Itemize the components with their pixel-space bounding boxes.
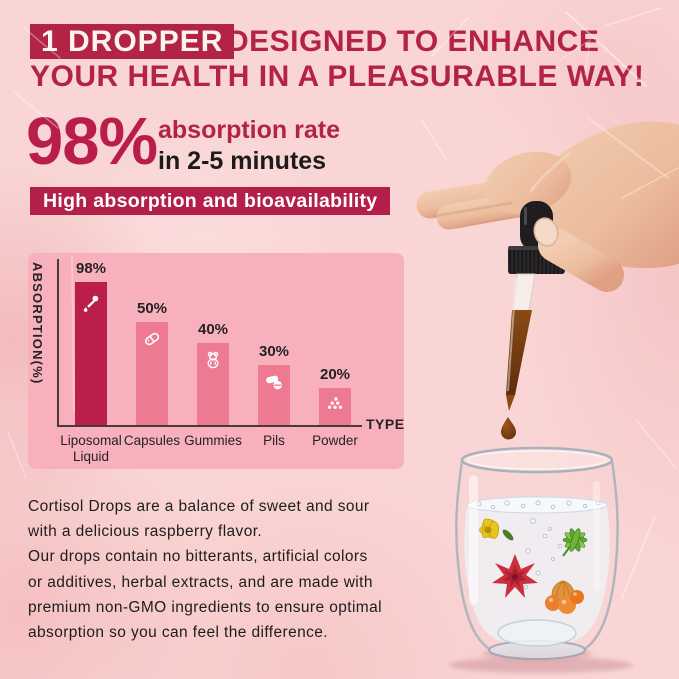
- water-glass-image: [449, 446, 633, 673]
- thumb-image: [533, 217, 624, 292]
- bar-value-liposomal-liquid: 98%: [75, 260, 107, 277]
- category-label-liposomal-liquid: Liposomal Liquid: [60, 433, 122, 464]
- green-herb-image: [562, 528, 588, 557]
- headline-line1: DESIGNED TO ENHANCE: [227, 25, 600, 58]
- category-label-powder: Powder: [312, 433, 358, 448]
- glass-outline: [455, 460, 619, 652]
- dropper-badge: 1 DROPPER: [30, 24, 235, 59]
- hand-holding-dropper-image: [416, 121, 679, 440]
- thumbnail: [533, 217, 559, 247]
- red-flower-image: [492, 554, 538, 598]
- chart-y-axis-label: ABSORPTION(%): [30, 262, 45, 385]
- chart-y-axis: [57, 259, 59, 427]
- bar-value-powder: 20%: [319, 366, 351, 383]
- absorption-caption-line2: in 2-5 minutes: [158, 147, 327, 175]
- bar-powder: [319, 388, 351, 425]
- category-label-capsules: Capsules: [123, 433, 181, 448]
- dropper-icon: [80, 292, 102, 314]
- pills-icon: [263, 371, 285, 393]
- bar-gummies: [197, 343, 229, 425]
- absorption-caption-line1: absorption rate: [158, 116, 340, 144]
- dropper-liquid: [506, 310, 532, 395]
- orange-berries-image: [545, 580, 584, 614]
- falling-drop-image: [501, 417, 516, 440]
- small-leaf: [502, 529, 514, 541]
- headline-line2: YOUR HEALTH IN A PLEASURABLE WAY!: [30, 60, 645, 93]
- bar-pils: [258, 365, 290, 425]
- category-label-gummies: Gummies: [184, 433, 242, 448]
- capsule-icon: [141, 328, 163, 350]
- bar-value-gummies: 40%: [197, 321, 229, 338]
- glass-highlight: [469, 475, 478, 605]
- category-label-pils: Pils: [263, 433, 285, 448]
- bar-value-pils: 30%: [258, 343, 290, 360]
- powder-icon: [324, 394, 346, 416]
- glass-shadow: [449, 657, 633, 673]
- bubbles: [476, 500, 601, 590]
- chart-x-axis: [57, 425, 362, 427]
- bar-liposomal-liquid: [75, 282, 107, 425]
- absorption-percent: 98%: [26, 104, 158, 179]
- yellow-flower-image: [479, 518, 514, 541]
- gummy-bear-icon: [202, 349, 224, 371]
- chart-x-axis-label: TYPE: [366, 416, 405, 432]
- benefit-banner: High absorption and bioavailability: [30, 187, 391, 215]
- description-paragraph: Cortisol Drops are a balance of sweet an…: [28, 498, 382, 642]
- bar-capsules: [136, 322, 168, 425]
- bar-value-capsules: 50%: [136, 300, 168, 317]
